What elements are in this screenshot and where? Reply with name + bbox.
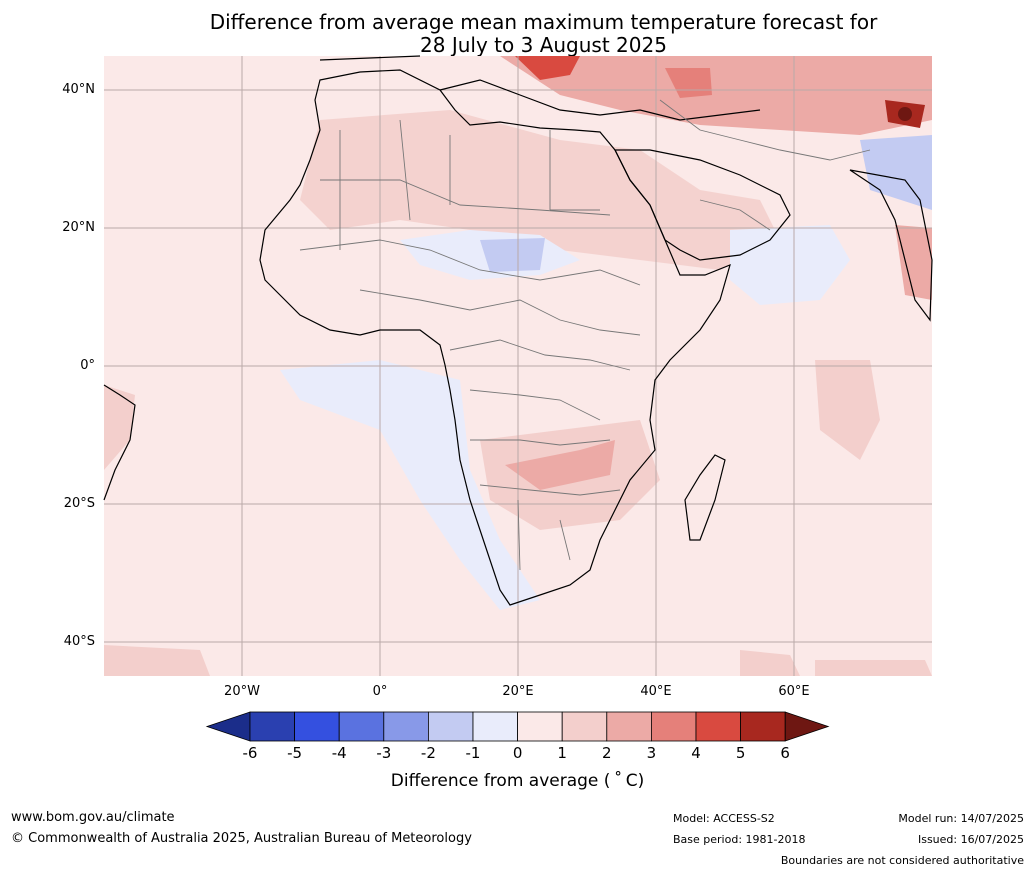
map-title-line-2: 28 July to 3 August 2025: [420, 33, 667, 57]
map-title-line-1: Difference from average mean maximum tem…: [209, 10, 878, 34]
arabia-coastline: [614, 149, 791, 261]
lat-label-20n: 20°N: [62, 220, 95, 235]
lon-label-60e: 60°E: [778, 684, 810, 699]
europe-coastline: [319, 55, 761, 121]
colorbar-cell: [383, 711, 429, 742]
colorbar-cell: [338, 711, 385, 742]
lat-label-20s: 20°S: [63, 496, 95, 511]
coastlines: [103, 55, 933, 606]
gridlines: [104, 56, 932, 676]
colorbar-tick-label: -5: [287, 744, 303, 762]
lat-label-40s: 40°S: [63, 634, 95, 649]
lon-label-20e: 20°E: [502, 684, 534, 699]
warm-patch-south-edge: [104, 645, 210, 676]
warm-patch-south-edge-3: [815, 660, 932, 676]
lon-label-0: 0°: [372, 684, 388, 699]
warm-patch-indian-ocean: [815, 360, 880, 460]
colorbar-tick-label: -4: [331, 744, 347, 762]
footer-copyright: © Commonwealth of Australia 2025, Austra…: [11, 831, 472, 846]
colorbar-tick-label: -6: [242, 744, 258, 762]
footer-model: Model: ACCESS-S2: [673, 812, 775, 825]
warm-patch-west-atlantic: [104, 385, 135, 470]
colorbar-cell: [517, 711, 563, 742]
footer-url: www.bom.gov.au/climate: [11, 810, 175, 825]
india-coastline: [849, 169, 933, 322]
colorbar-tick-label: -2: [420, 744, 436, 762]
colorbar-tick-label: 0: [512, 744, 523, 762]
colorbar-tick-label: 4: [691, 744, 701, 762]
colorbar-tick-label: 3: [646, 744, 657, 762]
colorbar-extend-min: [205, 711, 251, 742]
cool-patch-chad: [480, 238, 545, 272]
colorbar-cell: [651, 711, 697, 742]
warm-patch-india: [895, 225, 932, 300]
lat-label-0: 0°: [80, 358, 95, 373]
south-america-coastline: [103, 384, 136, 501]
colorbar-cell: [249, 711, 295, 742]
colorbar-cell: [740, 711, 786, 742]
lon-label-20w: 20°W: [224, 684, 260, 699]
country-borders: [299, 99, 871, 571]
footer-issued: Issued: 16/07/2025: [917, 833, 1024, 846]
colorbar-cell: [695, 711, 741, 742]
colorbar-cell: [606, 711, 652, 742]
warm-patch-zambia: [505, 440, 615, 490]
colorbar-cell: [294, 711, 340, 742]
colorbar-label: Difference from average ( ˚ C): [390, 771, 645, 791]
colorbar-tick-label: 2: [602, 744, 612, 762]
colorbar-extend-max: [784, 711, 830, 742]
colorbar-cells: [205, 711, 830, 742]
africa-coastline: [259, 69, 731, 606]
footer-boundaries-note: Boundaries are not considered authoritat…: [780, 854, 1024, 867]
footer-base-period: Base period: 1981-2018: [673, 833, 806, 846]
colorbar-cell: [472, 711, 518, 742]
colorbar-tick-label: 1: [557, 744, 567, 762]
cool-patch-atlantic: [280, 360, 540, 610]
warm-patch-europe: [500, 56, 932, 135]
colorbar-tick-label: 5: [735, 744, 746, 762]
hot-patch-europe-1: [515, 56, 580, 80]
madagascar-coastline: [684, 454, 726, 541]
lat-label-40n: 40°N: [62, 82, 95, 97]
colorbar-cell: [427, 711, 474, 742]
extreme-hot-spot: [898, 107, 912, 121]
colorbar-tick-label: -1: [465, 744, 481, 762]
lon-label-40e: 40°E: [640, 684, 672, 699]
colorbar-tick-label: 6: [780, 744, 790, 762]
warm-patch-north-africa: [300, 110, 780, 270]
footer-model-run: Model run: 14/07/2025: [898, 812, 1024, 825]
warm-patch-south-edge-2: [740, 650, 800, 676]
colorbar-tick-label: -3: [376, 744, 392, 762]
colorbar-cell: [561, 711, 608, 742]
